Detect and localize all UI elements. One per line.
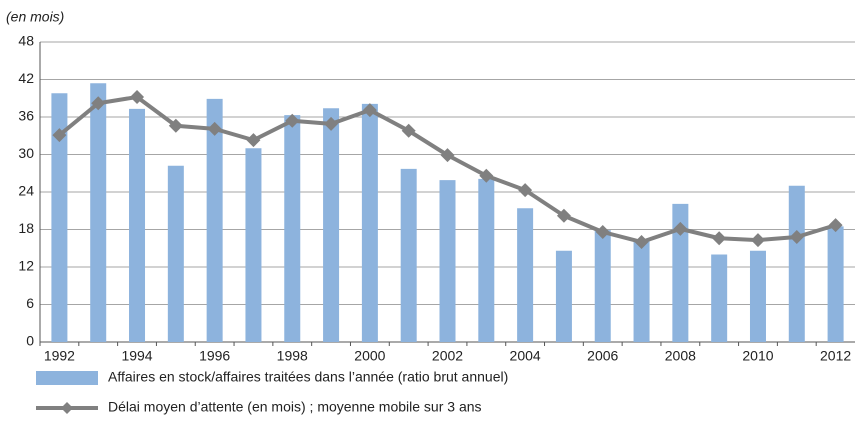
bar: [90, 83, 107, 342]
marker: [362, 103, 377, 118]
x-tick-label: 2000: [354, 348, 385, 364]
marker: [207, 121, 222, 136]
marker: [324, 116, 339, 131]
marker: [285, 113, 300, 128]
x-tick-label: 2002: [432, 348, 463, 364]
bar: [323, 108, 340, 342]
bar: [361, 103, 378, 342]
marker: [479, 168, 494, 183]
marker: [712, 231, 727, 246]
bar: [439, 180, 456, 342]
bar: [478, 178, 495, 342]
bar: [711, 254, 728, 342]
marker: [634, 235, 649, 249]
bar: [517, 208, 534, 342]
marker: [440, 148, 455, 163]
marker: [130, 90, 145, 104]
bar: [245, 148, 262, 342]
x-tick-label: 2004: [510, 348, 541, 364]
marker: [91, 96, 106, 111]
marker: [518, 183, 533, 198]
marker: [828, 218, 843, 233]
marker: [246, 133, 261, 148]
x-tick-label: 1994: [121, 348, 152, 364]
marker: [750, 233, 765, 248]
legend-swatch: [36, 371, 98, 385]
marker: [595, 225, 610, 239]
y-tick-label: 36: [18, 108, 34, 124]
marker: [401, 123, 416, 138]
legend-swatch: [61, 402, 73, 414]
x-tick-label: 2010: [742, 348, 773, 364]
bar: [51, 93, 68, 342]
y-axis-label: (en mois): [6, 9, 64, 25]
x-tick-label: 1992: [44, 348, 75, 364]
marker: [556, 208, 571, 223]
bar: [167, 165, 184, 342]
x-tick-label: 2006: [587, 348, 618, 364]
x-tick-label: 2008: [665, 348, 696, 364]
bar: [206, 98, 223, 342]
bar: [129, 108, 146, 342]
y-tick-label: 30: [18, 145, 34, 161]
bar: [672, 203, 689, 342]
y-tick-label: 24: [18, 183, 34, 199]
bar: [827, 226, 844, 342]
legend-label: Affaires en stock/affaires traitées dans…: [108, 369, 508, 385]
marker: [52, 128, 67, 143]
y-tick-label: 18: [18, 220, 34, 236]
y-tick-label: 6: [26, 295, 34, 311]
y-tick-label: 48: [18, 33, 34, 49]
marker: [673, 221, 688, 236]
marker: [168, 118, 183, 133]
y-tick-label: 42: [18, 70, 34, 86]
y-tick-label: 12: [18, 258, 34, 274]
bar: [594, 230, 611, 342]
y-tick-label: 0: [26, 333, 34, 349]
bar: [555, 250, 572, 342]
x-tick-label: 2012: [820, 348, 851, 364]
x-tick-label: 1998: [277, 348, 308, 364]
legend-label: Délai moyen d’attente (en mois) ; moyenn…: [108, 399, 482, 415]
bar: [400, 168, 417, 342]
bar: [749, 250, 766, 342]
bar: [284, 115, 301, 342]
bar: [633, 240, 650, 342]
marker: [789, 230, 804, 244]
x-tick-label: 1996: [199, 348, 230, 364]
bar: [788, 185, 805, 342]
